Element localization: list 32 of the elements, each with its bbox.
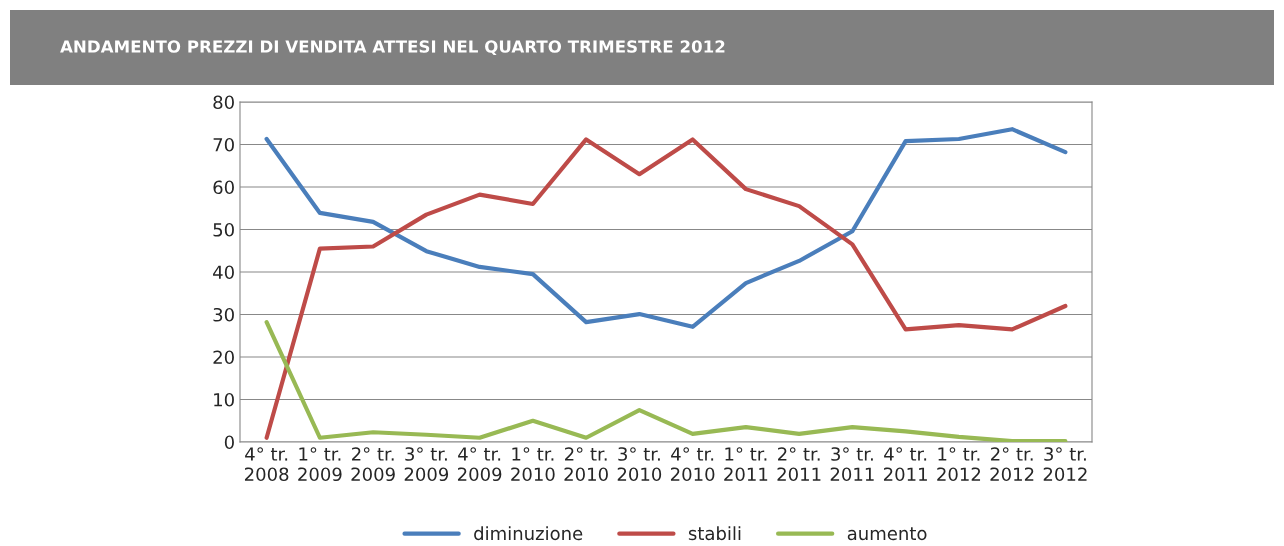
line-series (264, 137, 1068, 440)
y-tick-label: 40 (213, 265, 234, 280)
x-tick-label: 1° tr. 2011 (724, 447, 768, 482)
legend-label: stabili (688, 526, 741, 541)
y-tick-label: 0 (224, 435, 234, 450)
y-tick-label: 70 (213, 137, 234, 152)
x-tick-label: 3° tr. 2010 (617, 447, 662, 482)
x-tick-label: 1° tr. 2009 (298, 447, 342, 482)
y-tick-label: 60 (213, 180, 234, 195)
line-series (264, 320, 1068, 442)
x-tick-label: 3° tr. 2012 (1043, 447, 1087, 482)
x-tick-label: 1° tr. 2012 (937, 447, 981, 482)
line-series (264, 127, 1068, 329)
y-tick-label: 30 (213, 307, 234, 322)
x-tick-label: 3° tr. 2009 (404, 447, 449, 482)
x-tick-label: 2° tr. 2011 (777, 447, 821, 482)
y-tick-label: 50 (213, 222, 234, 237)
x-tick-label: 3° tr. 2011 (830, 447, 874, 482)
x-tick-label: 2° tr. 2012 (990, 447, 1034, 482)
x-tick-label: 4° tr. 2011 (883, 447, 927, 482)
chart-title: ANDAMENTO PREZZI DI VENDITA ATTESI NEL QUARTO TRIMESTRE 2012 (60, 40, 725, 56)
x-tick-label: 4° tr. 2010 (670, 447, 715, 482)
x-tick-label: 4° tr. 2009 (457, 447, 502, 482)
x-tick-label: 2° tr. 2010 (564, 447, 608, 482)
x-tick-label: 2° tr. 2009 (351, 447, 395, 482)
y-tick-label: 10 (214, 392, 234, 407)
y-tick-label: 80 (213, 95, 234, 110)
legend-label: diminuzione (474, 526, 583, 541)
y-tick-label: 20 (213, 350, 234, 365)
x-tick-label: 1° tr. 2010 (511, 447, 555, 482)
legend-label: aumento (847, 527, 927, 541)
x-tick-label: 4° tr. 2008 (244, 447, 289, 482)
